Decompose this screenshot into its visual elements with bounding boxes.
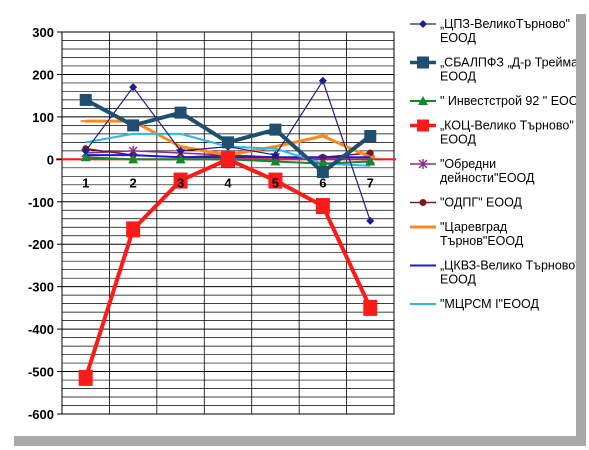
- data-point: [79, 93, 92, 106]
- data-point: [268, 172, 283, 189]
- legend-entry-1: „ЦПЗ-ВеликоТърново"ЕООД: [410, 17, 570, 45]
- data-point: [128, 154, 139, 164]
- legend-entry-6: "ОДПГ" ЕООД: [410, 196, 523, 210]
- data-point: [363, 299, 378, 316]
- legend-entry-2: „СБАЛПФЗ „Д-р Трейман"ЕООД: [410, 56, 576, 84]
- data-point: [78, 369, 93, 386]
- data-point: [366, 216, 375, 225]
- data-point: [364, 129, 377, 142]
- y-tick-label: -200: [28, 237, 54, 252]
- data-point: [129, 83, 138, 92]
- legend-label: Търнов"ЕООД: [440, 234, 524, 248]
- data-point: [221, 151, 235, 168]
- data-point: [174, 106, 187, 119]
- legend-entry-8: „ЦКВЗ-Велико Търново"ЕООД: [410, 259, 576, 287]
- legend-marker: [418, 96, 428, 105]
- legend-marker: [417, 56, 429, 69]
- data-point: [175, 154, 186, 164]
- data-point: [80, 152, 91, 162]
- data-point: [176, 146, 185, 155]
- legend-label: „ЦПЗ-ВеликоТърново": [440, 17, 570, 31]
- data-point: [126, 221, 141, 238]
- x-tick-label: 2: [130, 175, 137, 190]
- data-point: [366, 149, 374, 157]
- data-point: [271, 151, 280, 160]
- axes: [56, 31, 396, 415]
- legend-entry-4: „КОЦ-Велико Търново"ЕООД: [410, 119, 574, 147]
- data-point: [127, 119, 140, 132]
- legend-label: ЕООД: [440, 273, 477, 287]
- legend-label: ЕООД: [440, 31, 477, 45]
- data-point: [269, 123, 282, 136]
- data-point: [315, 198, 330, 215]
- legend-marker: [419, 20, 427, 28]
- y-tick-label: -500: [28, 365, 54, 380]
- x-tick-label: 4: [224, 175, 232, 190]
- data-point: [222, 136, 234, 149]
- legend-label: "ОДПГ" ЕООД: [440, 196, 523, 210]
- data-point: [365, 156, 376, 166]
- x-tick-label: 5: [272, 175, 279, 190]
- legend-label: ЕООД: [440, 133, 477, 147]
- chart-frame: 300 200 100 0 -100 -200 -300 -400 -500 -600 1 2 3 4 5 6…: [4, 4, 576, 436]
- y-tick-label: -300: [28, 280, 54, 295]
- legend-marker: [418, 159, 428, 169]
- legend: „ЦПЗ-ВеликоТърново"ЕООД„СБАЛПФЗ „Д-р Тре…: [410, 17, 576, 311]
- series-line: [83, 157, 373, 379]
- legend-label: " Инвестстрой 92 " ЕООД: [440, 94, 576, 108]
- series-layer: [78, 76, 378, 386]
- legend-label: „ЦКВЗ-Велико Търново": [440, 259, 576, 273]
- series-4: [78, 151, 378, 386]
- plot-border: [61, 31, 395, 415]
- data-point: [316, 166, 329, 179]
- data-point: [173, 172, 188, 189]
- legend-marker: [419, 199, 427, 206]
- legend-marker: [417, 119, 429, 132]
- y-tick-label: 100: [32, 110, 54, 125]
- legend-entry-9: "МЦРСМ I"ЕООД: [410, 297, 539, 311]
- line-chart: 300 200 100 0 -100 -200 -300 -400 -500 -600 1 2 3 4 5 6…: [28, 17, 576, 422]
- y-tick-label: -400: [28, 322, 54, 337]
- legend-label: ЕООД: [440, 70, 477, 84]
- data-point: [318, 76, 327, 85]
- y-tick-label: 300: [32, 25, 54, 40]
- legend-entry-3: " Инвестстрой 92 " ЕООД: [410, 94, 576, 108]
- x-tick-label: 6: [319, 175, 326, 190]
- data-point: [317, 158, 328, 168]
- y-tick-label: -100: [28, 195, 54, 210]
- legend-label: „КОЦ-Велико Търново": [440, 119, 574, 133]
- legend-label: дейности"ЕООД: [440, 171, 535, 185]
- legend-label: „СБАЛПФЗ „Д-р Трейман": [440, 56, 576, 70]
- y-tick-label: 200: [32, 67, 54, 82]
- x-tick-label: 3: [177, 175, 184, 190]
- x-tick-label: 7: [367, 175, 374, 190]
- legend-label: "МЦРСМ I"ЕООД: [440, 297, 539, 311]
- data-point: [270, 156, 281, 166]
- x-tick-label: 1: [82, 175, 89, 190]
- y-tick-label: 0: [47, 152, 54, 167]
- series-2: [79, 93, 377, 179]
- grid: [62, 31, 394, 415]
- tick-labels: 300 200 100 0 -100 -200 -300 -400 -500 -600 1 2 3 4 5 6…: [28, 25, 374, 422]
- data-point: [81, 146, 90, 155]
- legend-label: "Царевград: [440, 220, 508, 234]
- legend-label: "Обредни: [440, 157, 496, 171]
- y-tick-label: -600: [28, 407, 54, 422]
